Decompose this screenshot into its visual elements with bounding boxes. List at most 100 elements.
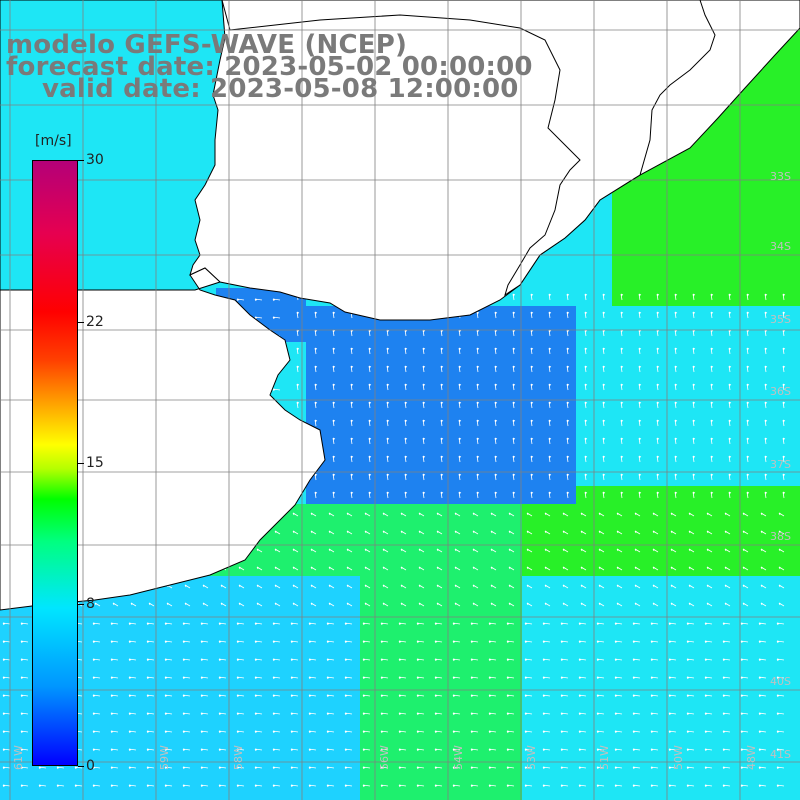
wind-arrow xyxy=(416,730,425,734)
speed-cell xyxy=(90,648,108,666)
speed-cell xyxy=(126,792,144,800)
wind-arrow xyxy=(92,730,101,734)
speed-cell xyxy=(666,270,684,288)
wind-arrow xyxy=(778,584,785,589)
wind-arrow xyxy=(650,712,659,716)
speed-cell xyxy=(756,450,774,468)
speed-cell xyxy=(576,738,594,756)
wind-arrow xyxy=(488,640,497,644)
wind-arrow xyxy=(746,491,750,499)
speed-cell xyxy=(162,648,180,666)
speed-cell xyxy=(198,774,216,792)
speed-cell xyxy=(432,378,450,396)
wind-arrow xyxy=(488,784,497,788)
wind-arrow xyxy=(704,748,713,752)
wind-arrow xyxy=(722,766,731,770)
wind-arrow xyxy=(146,730,155,734)
speed-cell xyxy=(288,360,306,378)
wind-arrow xyxy=(476,401,480,409)
speed-cell xyxy=(612,396,630,414)
speed-cell xyxy=(450,774,468,792)
speed-cell xyxy=(180,108,198,126)
speed-cell xyxy=(594,396,612,414)
speed-cell xyxy=(648,414,666,432)
speed-cell xyxy=(0,144,18,162)
speed-cell xyxy=(756,180,774,198)
speed-cell xyxy=(684,270,702,288)
speed-cell xyxy=(540,612,558,630)
speed-cell xyxy=(234,576,252,594)
wind-arrow xyxy=(668,730,677,734)
speed-cell xyxy=(756,594,774,612)
speed-cell xyxy=(504,342,522,360)
wind-arrow xyxy=(728,491,732,499)
wind-arrow xyxy=(164,748,173,752)
speed-cell xyxy=(540,756,558,774)
speed-cell xyxy=(360,792,378,800)
speed-cell xyxy=(288,594,306,612)
wind-arrow xyxy=(440,491,444,499)
wind-arrow xyxy=(398,640,407,644)
wind-arrow xyxy=(416,766,425,770)
speed-cell xyxy=(756,432,774,450)
speed-cell xyxy=(378,666,396,684)
wind-arrow xyxy=(632,748,641,752)
wind-arrow xyxy=(296,401,300,409)
wind-arrow xyxy=(220,602,227,607)
wind-arrow xyxy=(332,455,336,463)
wind-arrow xyxy=(296,347,300,355)
speed-cell xyxy=(774,738,792,756)
speed-cell xyxy=(720,306,738,324)
speed-cell xyxy=(234,666,252,684)
wind-arrow xyxy=(776,676,785,680)
speed-cell xyxy=(216,630,234,648)
land-right-area xyxy=(221,0,716,297)
speed-cell xyxy=(522,774,540,792)
wind-arrow xyxy=(686,712,695,716)
wind-arrow xyxy=(202,602,209,607)
speed-cell xyxy=(630,612,648,630)
speed-cell xyxy=(360,414,378,432)
wind-arrow xyxy=(746,293,750,301)
wind-arrow xyxy=(530,437,534,445)
speed-cell xyxy=(774,252,792,270)
speed-cell xyxy=(0,792,18,800)
speed-cell xyxy=(144,108,162,126)
wind-arrow xyxy=(670,548,677,553)
wind-arrow xyxy=(2,784,11,788)
speed-cell xyxy=(756,324,774,342)
speed-cell xyxy=(108,54,126,72)
speed-cell xyxy=(378,342,396,360)
speed-cell xyxy=(558,666,576,684)
wind-arrow xyxy=(436,512,443,517)
wind-arrow xyxy=(344,712,353,716)
speed-cell xyxy=(360,756,378,774)
speed-cell xyxy=(756,684,774,702)
wind-arrow xyxy=(656,473,660,481)
wind-arrow xyxy=(580,566,587,571)
speed-cell xyxy=(198,0,216,18)
speed-cell xyxy=(54,108,72,126)
wind-arrow xyxy=(746,347,750,355)
speed-cell xyxy=(126,612,144,630)
speed-cell xyxy=(792,432,800,450)
wind-arrow xyxy=(710,401,714,409)
speed-cell xyxy=(234,630,252,648)
speed-cell xyxy=(360,324,378,342)
wind-arrow xyxy=(418,584,425,589)
wind-arrow xyxy=(548,491,552,499)
wind-arrow xyxy=(2,748,11,752)
speed-cell xyxy=(720,216,738,234)
longitude-label: 53W xyxy=(525,745,538,770)
speed-cell xyxy=(540,558,558,576)
wind-arrow xyxy=(476,365,480,373)
wind-arrow xyxy=(584,347,588,355)
speed-cell xyxy=(306,324,324,342)
colorbar xyxy=(32,160,78,766)
wind-arrow xyxy=(92,622,101,626)
wind-arrow xyxy=(602,365,606,373)
speed-cell xyxy=(540,252,558,270)
wind-arrow xyxy=(326,784,335,788)
speed-cell xyxy=(558,612,576,630)
wind-arrow xyxy=(530,419,534,427)
